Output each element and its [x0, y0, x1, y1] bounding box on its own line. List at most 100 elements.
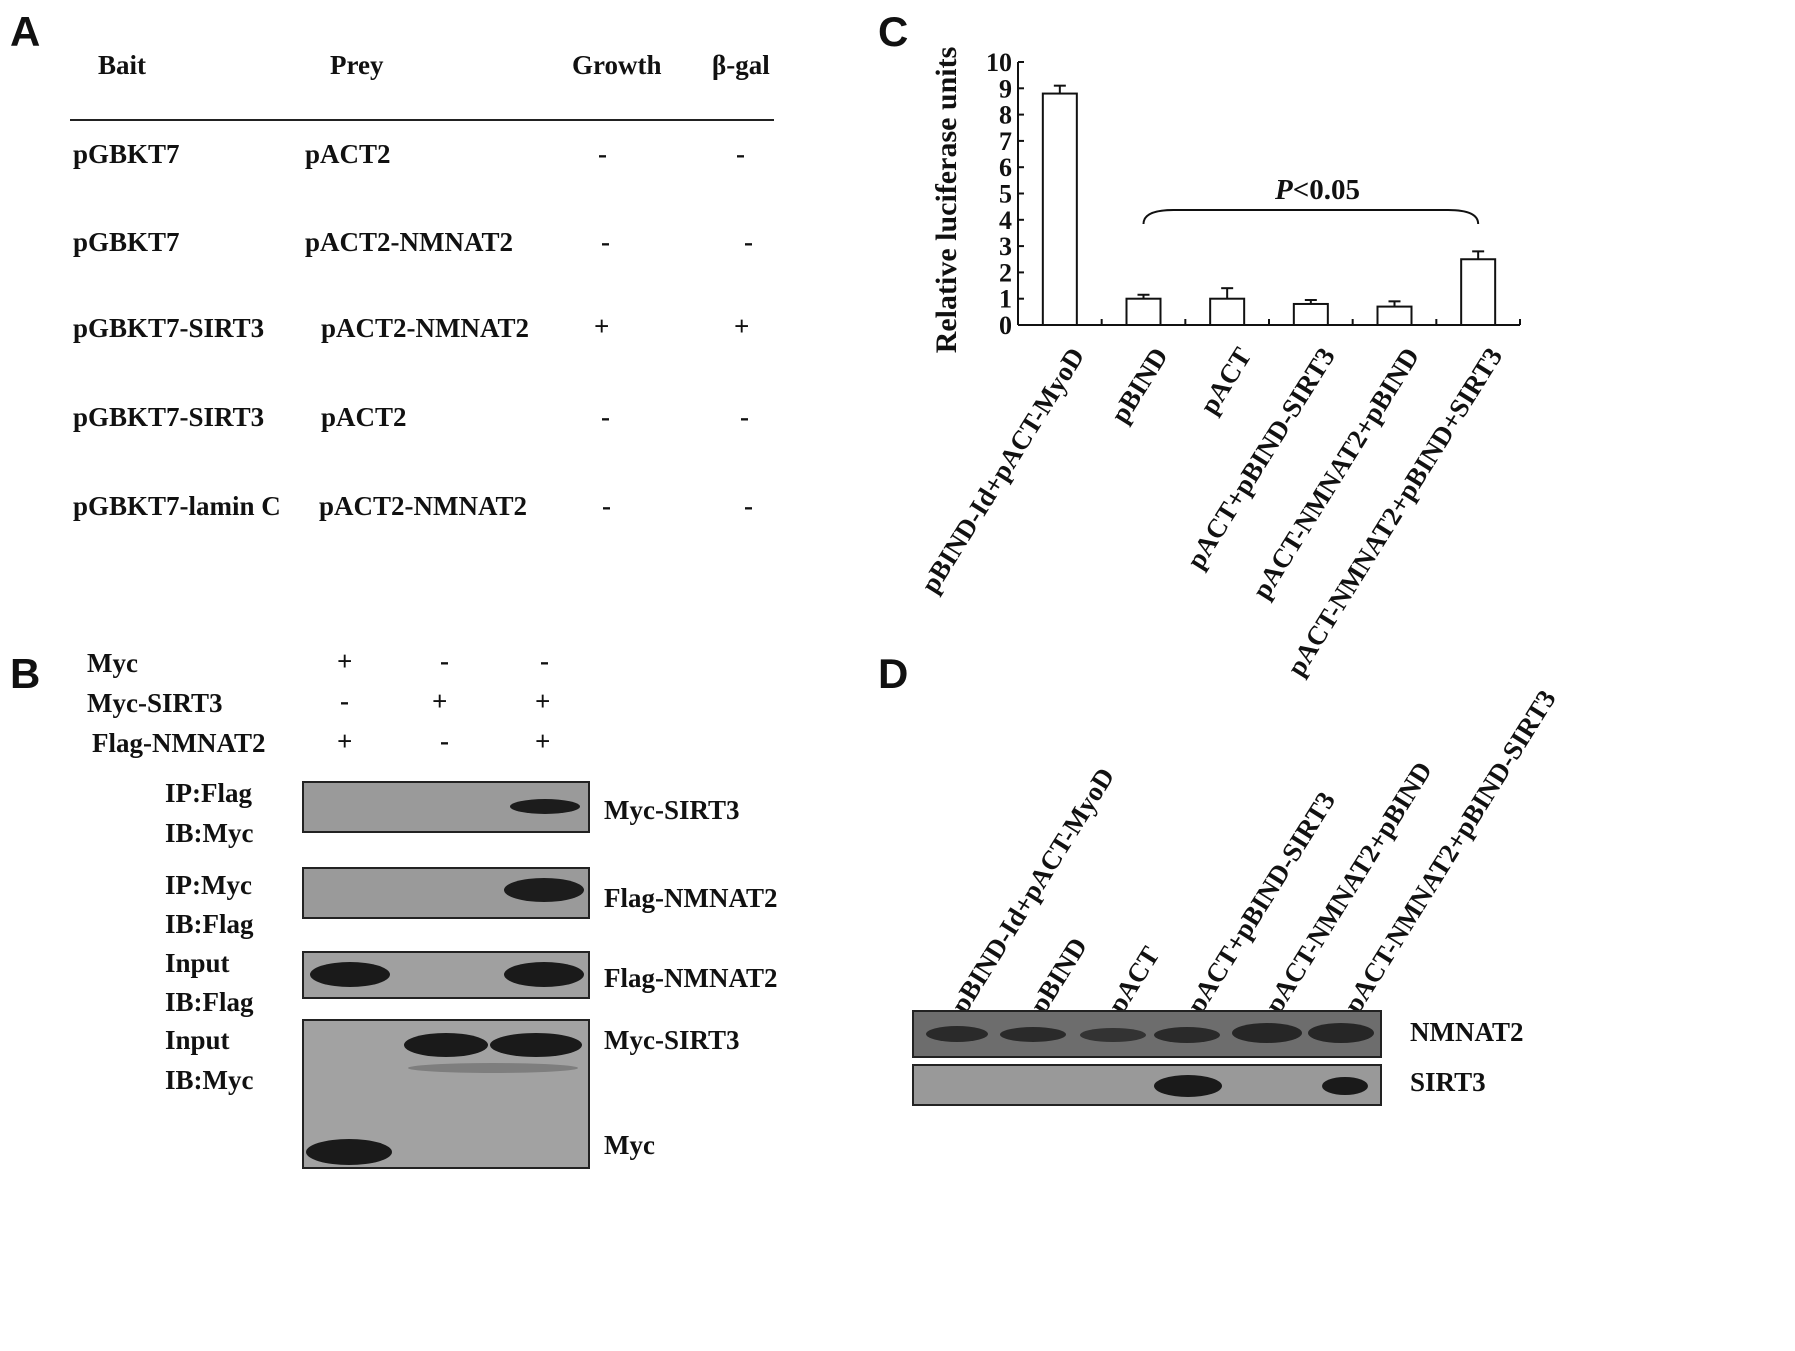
blot-d-label-sirt3: SIRT3	[1410, 1067, 1486, 1097]
cond-myc-lane3: -	[540, 646, 549, 676]
band-nmnat2-lane5	[1232, 1023, 1302, 1043]
row3-growth: +	[594, 311, 610, 341]
blot4-input-label: Input	[165, 1025, 230, 1055]
blot3-right-label: Flag-NMNAT2	[604, 963, 778, 993]
row2-prey: pACT2-NMNAT2	[305, 227, 513, 257]
row1-growth: -	[598, 139, 607, 169]
cond-mycsirt3-label: Myc-SIRT3	[87, 688, 223, 718]
blot-ip-flag-ib-myc	[302, 781, 590, 833]
row5-bgal: -	[744, 491, 753, 521]
blot2-right-label: Flag-NMNAT2	[604, 883, 778, 913]
panel-a-letter: A	[10, 8, 41, 55]
band-nmnat2-lane2	[1000, 1027, 1066, 1042]
blot-input-ib-myc	[302, 1019, 590, 1169]
chart-y-tick-label: 1	[999, 285, 1012, 314]
cond-myc-lane1: +	[337, 646, 353, 676]
header-bgal: β-gal	[712, 50, 770, 80]
cond-mycsirt3-lane3: +	[535, 686, 551, 716]
band-nmnat2-lane3	[1080, 1028, 1146, 1042]
band-flag-nmnat2-lane1	[310, 962, 390, 987]
row1-prey: pACT2	[305, 139, 391, 169]
cond-flagnmnat2-label: Flag-NMNAT2	[92, 728, 266, 758]
cond-flagnmnat2-lane3: +	[535, 726, 551, 756]
chart-bar	[1125, 297, 1162, 327]
cond-mycsirt3-lane2: +	[432, 686, 448, 716]
band-myc-sirt3-lane3	[510, 799, 580, 814]
row5-prey: pACT2-NMNAT2	[319, 491, 527, 521]
chart-y-tick-label: 3	[999, 232, 1012, 261]
chart-y-tick-label: 9	[999, 74, 1012, 103]
significance-value: <0.05	[1292, 174, 1360, 206]
blot-nmnat2	[912, 1010, 1382, 1058]
cond-flagnmnat2-lane2: -	[440, 726, 449, 756]
cond-myc-label: Myc	[87, 648, 138, 678]
row4-prey: pACT2	[321, 402, 407, 432]
blot2-ip-label: IP:Myc	[165, 870, 252, 900]
cond-flagnmnat2-lane1: +	[337, 726, 353, 756]
row3-bait: pGBKT7-SIRT3	[73, 313, 265, 343]
blot2-ib-label: IB:Flag	[165, 909, 254, 939]
blot-sirt3	[912, 1064, 1382, 1106]
panel-d-letter: D	[878, 650, 909, 697]
row4-growth: -	[601, 402, 610, 432]
row4-bait: pGBKT7-SIRT3	[73, 402, 265, 432]
band-nmnat2-lane1	[926, 1026, 988, 1042]
row5-growth: -	[602, 491, 611, 521]
blot4-right-lower-label: Myc	[604, 1130, 655, 1160]
band-flag-nmnat2-lane3	[504, 878, 584, 902]
band-flag-nmnat2-lane3-input	[504, 962, 584, 987]
band-nmnat2-lane6	[1308, 1023, 1374, 1043]
row2-bait: pGBKT7	[73, 227, 180, 257]
chart-y-tick-label: 6	[999, 153, 1012, 182]
blot1-right-label: Myc-SIRT3	[604, 795, 740, 825]
chart-bar	[1041, 92, 1078, 326]
blot-d-label-nmnat2: NMNAT2	[1410, 1017, 1524, 1047]
chart-bar	[1376, 305, 1413, 326]
panel-c-letter: C	[878, 8, 909, 55]
row3-bgal: +	[734, 311, 750, 341]
header-bait: Bait	[98, 50, 147, 80]
chart-y-tick-label: 4	[999, 206, 1012, 235]
band-sirt3-lane4	[1154, 1075, 1222, 1097]
significance-annotation: P<0.05	[1275, 174, 1360, 207]
row2-bgal: -	[744, 227, 753, 257]
chart-y-axis-label: Relative luciferase units	[930, 46, 963, 354]
chart-y-tick-label: 5	[999, 180, 1012, 209]
blot-input-ib-flag	[302, 951, 590, 999]
blot3-ib-label: IB:Flag	[165, 987, 254, 1017]
blot1-ip-label: IP:Flag	[165, 778, 252, 808]
row3-prey: pACT2-NMNAT2	[321, 313, 529, 343]
blot-ip-myc-ib-flag	[302, 867, 590, 919]
row4-bgal: -	[740, 402, 749, 432]
significance-bracket	[1142, 209, 1480, 225]
row2-growth: -	[601, 227, 610, 257]
chart-y-tick-label: 2	[999, 258, 1012, 287]
significance-p: P	[1275, 174, 1293, 206]
nonspecific-band	[408, 1063, 578, 1073]
row1-bgal: -	[736, 139, 745, 169]
chart-y-tick-label: 8	[999, 101, 1012, 130]
table-header-rule	[70, 119, 774, 121]
cond-mycsirt3-lane1: -	[340, 686, 349, 716]
band-myc-lane1	[306, 1139, 392, 1165]
chart-y-tick-label: 10	[986, 48, 1012, 77]
header-prey: Prey	[330, 50, 384, 80]
band-nmnat2-lane4	[1154, 1027, 1220, 1043]
blot1-ib-label: IB:Myc	[165, 818, 254, 848]
panel-b-letter: B	[10, 650, 41, 697]
blot3-input-label: Input	[165, 948, 230, 978]
chart-y-tick-label: 0	[999, 311, 1012, 340]
chart-y-tick-label: 7	[999, 127, 1012, 156]
row1-bait: pGBKT7	[73, 139, 180, 169]
band-myc-sirt3-lane3-input	[490, 1033, 582, 1057]
header-growth: Growth	[572, 50, 662, 80]
chart-bar	[1460, 258, 1497, 326]
chart-bar	[1292, 302, 1329, 326]
blot4-right-label: Myc-SIRT3	[604, 1025, 740, 1055]
row5-bait: pGBKT7-lamin C	[73, 491, 281, 521]
band-myc-sirt3-lane2	[404, 1033, 488, 1057]
band-sirt3-lane6	[1322, 1077, 1368, 1095]
blot4-ib-label: IB:Myc	[165, 1065, 254, 1095]
